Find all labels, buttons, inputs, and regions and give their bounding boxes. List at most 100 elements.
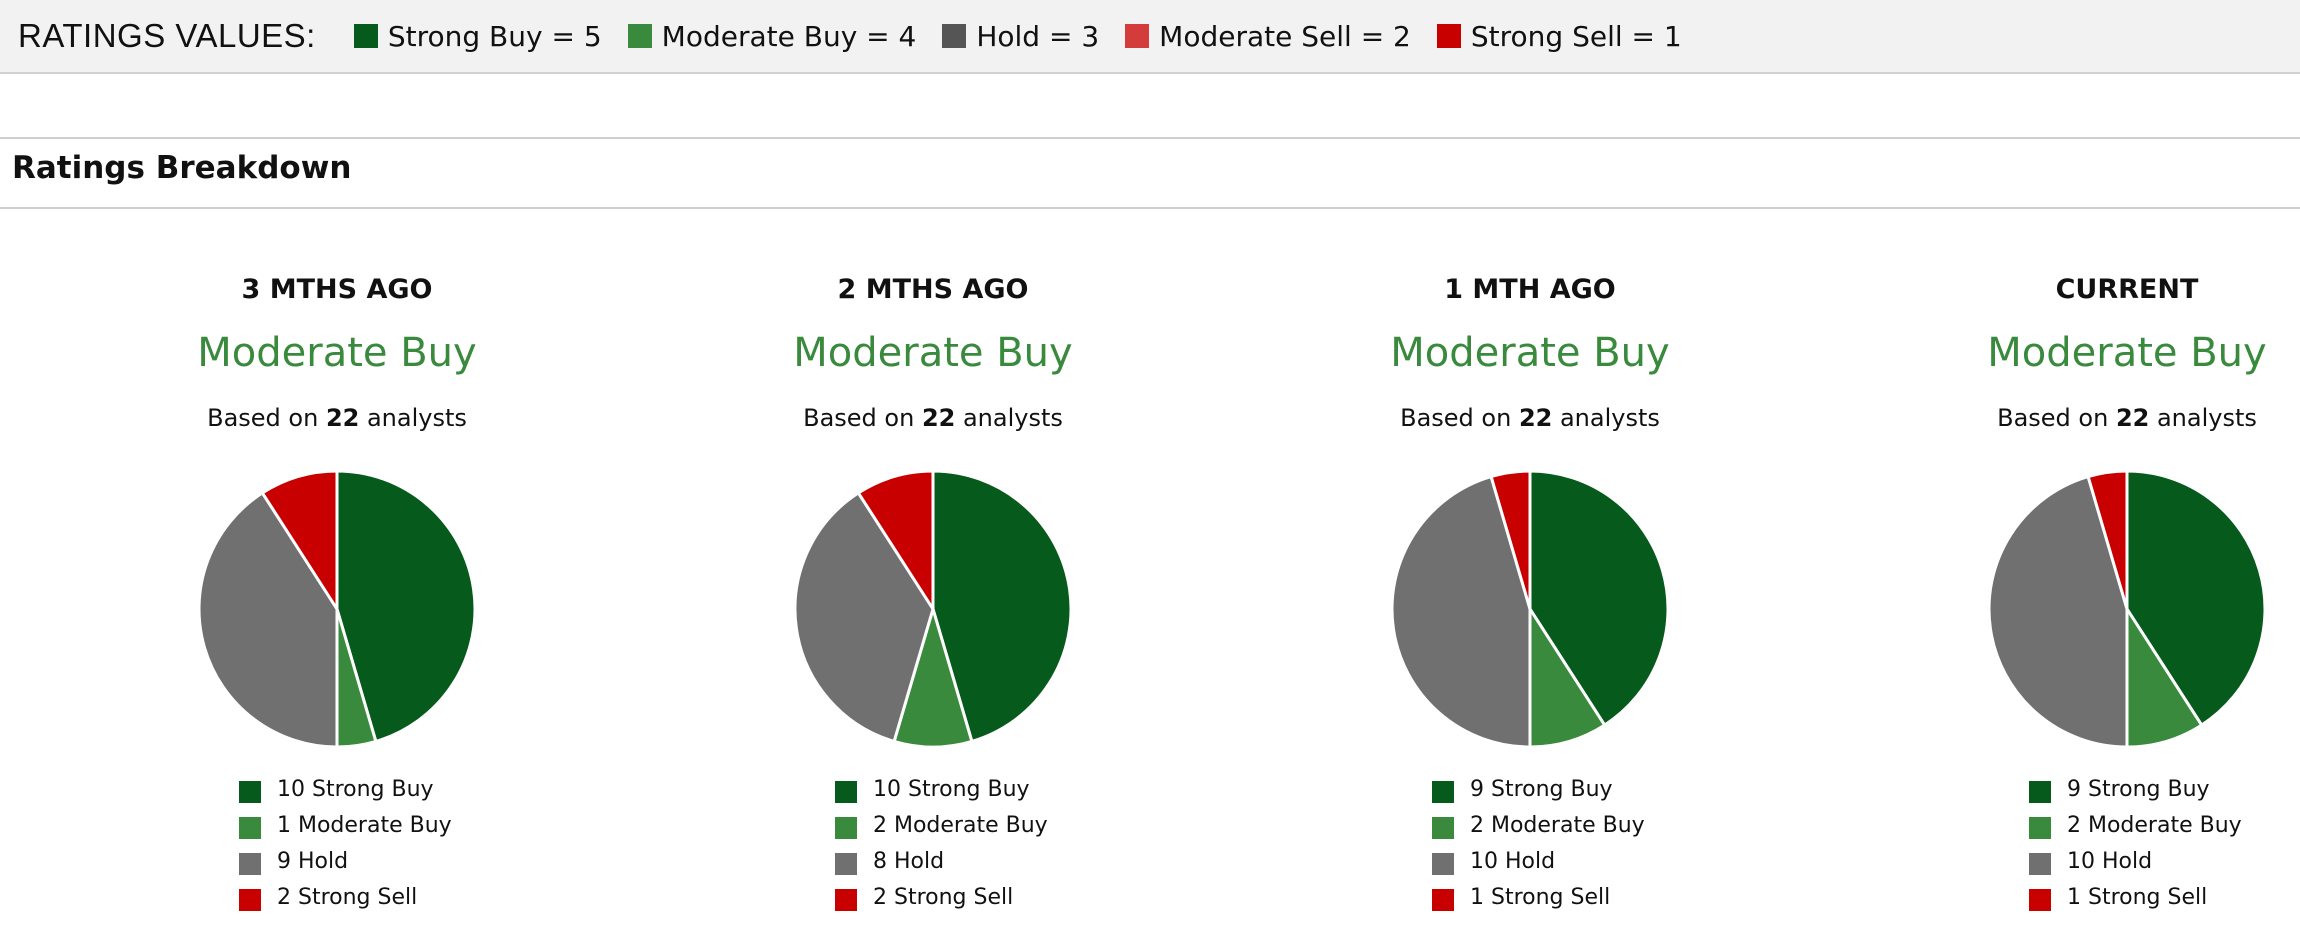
legend-item-moderate-sell: Moderate Sell = 2 (1125, 20, 1411, 53)
strong-buy-swatch (353, 24, 378, 48)
based-prefix: Based on (803, 404, 922, 432)
analyst-count: 22 (921, 404, 956, 432)
pie-legend-row: 1 Strong Sell (1330, 882, 1730, 918)
period-label: 1 MTH AGO (1444, 274, 1616, 305)
moderate-buy-swatch (2029, 817, 2051, 839)
pie-legend-label: 2 Strong Sell (873, 885, 1014, 910)
legend-label: Moderate Sell = 2 (1159, 19, 1411, 53)
legend-label: Moderate Buy = 4 (661, 19, 917, 53)
pie-legend-label: 2 Strong Sell (277, 885, 418, 910)
pie-legend-label: 2 Moderate Buy (2067, 813, 2242, 838)
hold-swatch (942, 24, 967, 48)
analyst-count: 22 (2115, 404, 2150, 432)
pie-legend-row: 10 Hold (1330, 846, 1730, 882)
strong-buy-swatch (239, 781, 261, 803)
pie-legend: 10 Strong Buy 2 Moderate Buy 8 Hold 2 St… (733, 774, 1133, 918)
pie-legend-label: 9 Strong Buy (2067, 777, 2210, 802)
legend-item-moderate-buy: Moderate Buy = 4 (627, 19, 917, 53)
hold-swatch (835, 853, 857, 875)
based-suffix: analysts (359, 404, 467, 432)
panel-1-month-ago: 1 MTH AGO Moderate Buy Based on 22 analy… (1330, 262, 1730, 922)
period-label: 3 MTHS AGO (241, 274, 433, 305)
panel-2-months-ago: 2 MTHS AGO Moderate Buy Based on 22 anal… (733, 262, 1133, 922)
period-label: 2 MTHS AGO (837, 274, 1029, 305)
legend-label: Strong Buy = 5 (387, 19, 602, 53)
pie-legend-row: 1 Strong Sell (1927, 882, 2300, 918)
legend-label: Strong Sell = 1 (1470, 19, 1682, 53)
pie-slice-hold (793, 491, 935, 743)
legend-label: Hold = 3 (976, 19, 1100, 53)
strong-sell-swatch (239, 889, 261, 911)
pie-legend-label: 9 Hold (277, 849, 349, 874)
pie-chart (1390, 469, 1670, 749)
pie-legend-label: 2 Moderate Buy (1470, 813, 1645, 838)
pie-slice-moderate-buy (1528, 607, 1607, 749)
panel-3-months-ago: 3 MTHS AGO Moderate Buy Based on 22 anal… (137, 262, 537, 922)
hold-swatch (2029, 853, 2051, 875)
consensus-rating: Moderate Buy (197, 330, 477, 376)
legend-item-hold: Hold = 3 (942, 20, 1099, 53)
consensus-rating: Moderate Buy (1390, 330, 1670, 376)
hold-swatch (239, 853, 261, 875)
legend-item-strong-sell: Strong Sell = 1 (1436, 19, 1682, 53)
consensus-rating: Moderate Buy (1987, 330, 2267, 376)
pie-slice-hold (1390, 475, 1532, 749)
based-suffix: analysts (955, 404, 1063, 432)
pie-legend-row: 9 Hold (137, 846, 537, 882)
strong-sell-swatch (1432, 889, 1454, 911)
pie-legend-label: 10 Strong Buy (873, 777, 1030, 802)
pie-slice-strong-buy (335, 469, 477, 743)
pie-legend-row: 10 Strong Buy (137, 774, 537, 810)
pie-chart (197, 469, 477, 749)
strong-sell-swatch (2029, 889, 2051, 911)
pie-legend-row: 9 Strong Buy (1330, 774, 1730, 810)
pie-legend-row: 9 Strong Buy (1927, 774, 2300, 810)
analyst-count-text: Based on 22 analysts (1927, 404, 2300, 432)
strong-buy-swatch (835, 781, 857, 803)
analyst-count-text: Based on 22 analysts (137, 404, 537, 432)
pie-legend-label: 10 Strong Buy (277, 777, 434, 802)
strong-buy-swatch (1432, 781, 1454, 803)
pie-slice-strong-buy (931, 469, 1073, 743)
moderate-buy-swatch (239, 817, 261, 839)
moderate-sell-swatch (1125, 24, 1150, 48)
pie-legend-label: 2 Moderate Buy (873, 813, 1048, 838)
pie-chart (1987, 469, 2267, 749)
pie-legend-row: 2 Moderate Buy (1927, 810, 2300, 846)
period-label: CURRENT (2055, 274, 2199, 305)
legend-item-strong-buy: Strong Buy = 5 (353, 19, 602, 53)
pie-legend: 9 Strong Buy 2 Moderate Buy 10 Hold 1 St… (1927, 774, 2300, 918)
pie-chart (793, 469, 1073, 749)
based-suffix: analysts (1552, 404, 1660, 432)
based-suffix: analysts (2149, 404, 2257, 432)
strong-sell-swatch (1436, 24, 1461, 48)
strong-sell-swatch (835, 889, 857, 911)
hold-swatch (1432, 853, 1454, 875)
based-prefix: Based on (1997, 404, 2116, 432)
pie-legend-row: 2 Strong Sell (137, 882, 537, 918)
analyst-count-text: Based on 22 analysts (733, 404, 1133, 432)
pie-legend-row: 8 Hold (733, 846, 1133, 882)
divider (0, 137, 2300, 139)
pie-legend-label: 1 Strong Sell (1470, 885, 1611, 910)
pie-slice-strong-sell (2086, 469, 2129, 611)
strong-buy-swatch (2029, 781, 2051, 803)
pie-legend: 9 Strong Buy 2 Moderate Buy 10 Hold 1 St… (1330, 774, 1730, 918)
pie-slice-strong-sell (1489, 469, 1532, 611)
moderate-buy-swatch (1432, 817, 1454, 839)
ratings-values-title: RATINGS VALUES: (18, 17, 316, 54)
analyst-count: 22 (1518, 404, 1553, 432)
pie-legend-row: 10 Hold (1927, 846, 2300, 882)
pie-legend-row: 2 Moderate Buy (733, 810, 1133, 846)
pie-slice-strong-sell (856, 469, 935, 611)
pie-slice-strong-sell (260, 469, 339, 611)
pie-legend-label: 1 Strong Sell (2067, 885, 2208, 910)
panel-current: CURRENT Moderate Buy Based on 22 analyst… (1927, 262, 2300, 922)
pie-legend-row: 2 Strong Sell (733, 882, 1133, 918)
pie-legend-label: 8 Hold (873, 849, 945, 874)
pie-legend-row: 1 Moderate Buy (137, 810, 537, 846)
analyst-count-text: Based on 22 analysts (1330, 404, 1730, 432)
pie-legend-row: 2 Moderate Buy (1330, 810, 1730, 846)
pie-legend: 10 Strong Buy 1 Moderate Buy 9 Hold 2 St… (137, 774, 537, 918)
section-title: Ratings Breakdown (12, 150, 352, 186)
